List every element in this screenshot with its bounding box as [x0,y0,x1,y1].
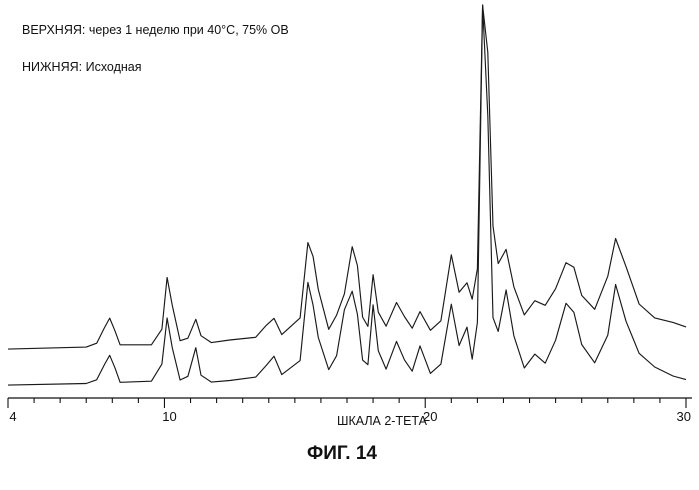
x-tick-label: 30 [677,409,691,424]
legend-upper: ВЕРХНЯЯ: через 1 неделю при 40°C, 75% ОВ [22,23,289,37]
figure-caption: ФИГ. 14 [307,443,377,464]
x-axis-title: ШКАЛА 2-ТЕТА [337,414,428,428]
x-tick-label: 10 [162,409,176,424]
x-tick-label: 4 [9,409,16,424]
legend-lower: НИЖНЯЯ: Исходная [22,60,142,74]
upper-trace [8,5,686,349]
x-ticks [8,398,686,408]
